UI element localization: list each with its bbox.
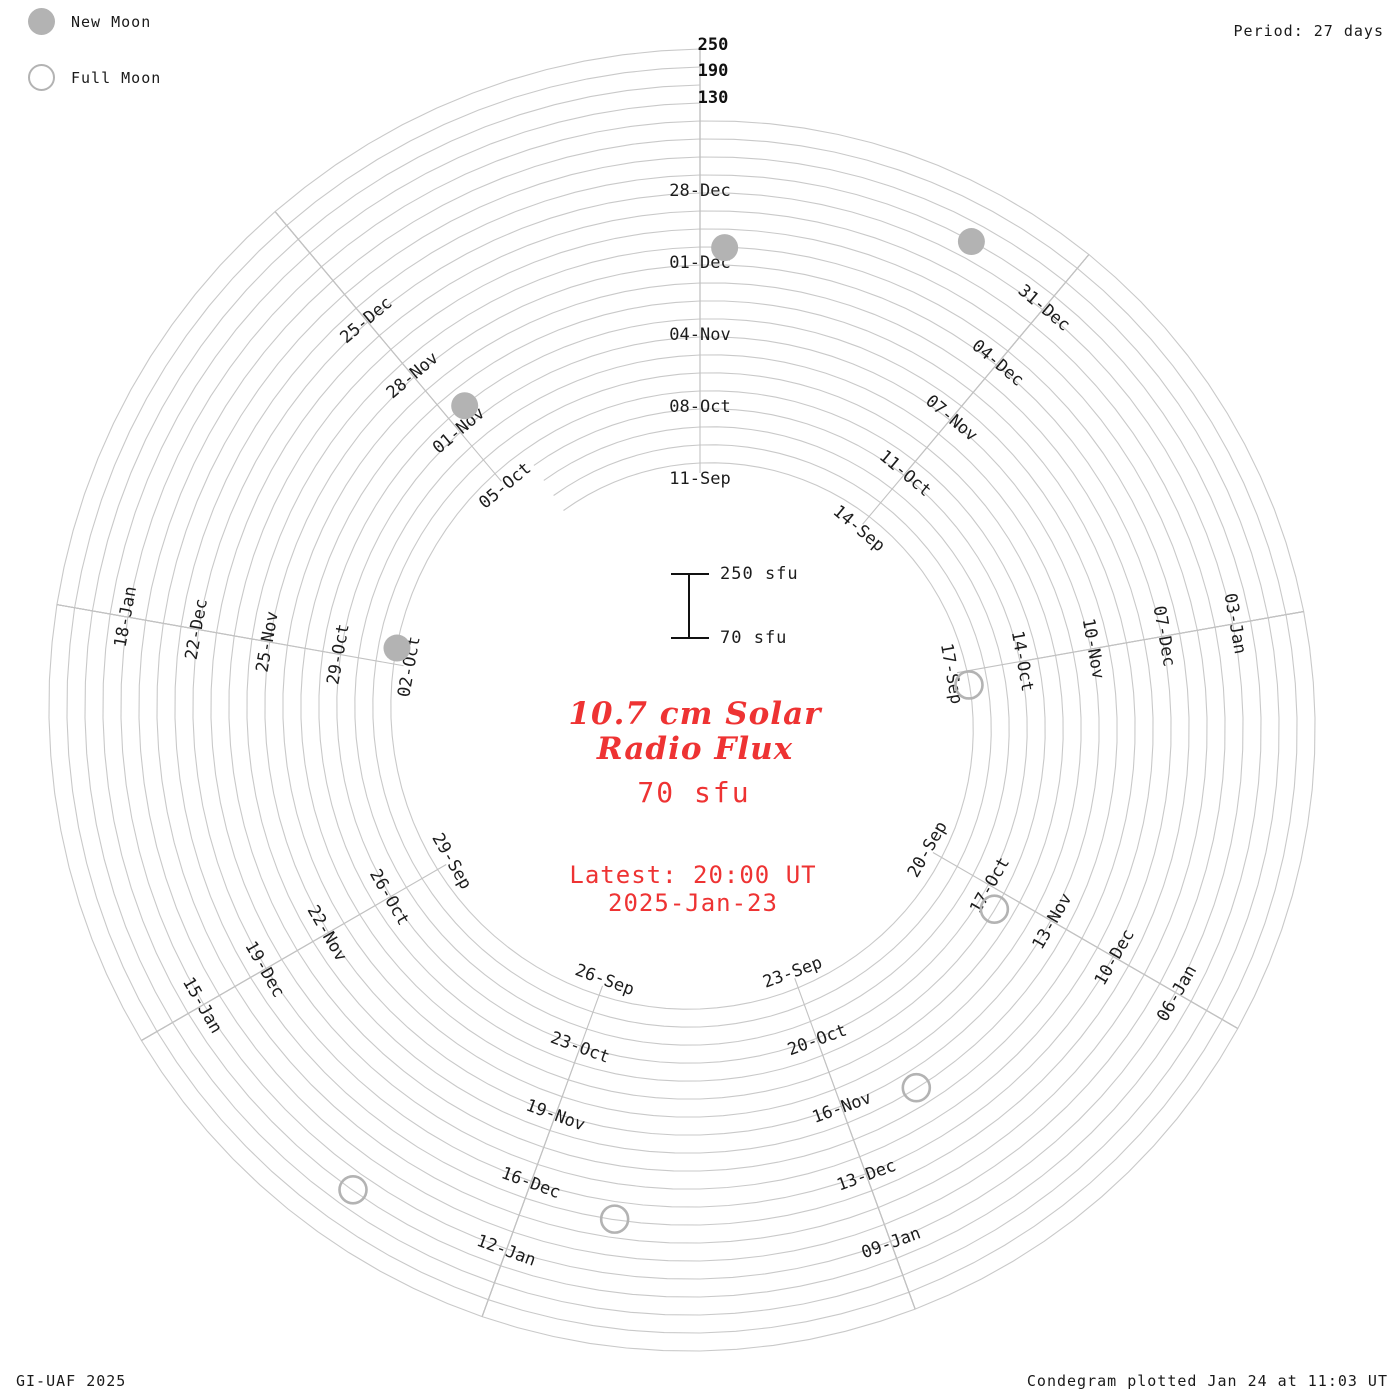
- chart-title-line2: Radio Flux: [596, 731, 794, 767]
- new-moon-marker-01-Dec: [711, 234, 739, 262]
- radial-gridline: [1047, 254, 1090, 304]
- new-moon-icon: [28, 8, 55, 35]
- radial-scale-130: 130: [697, 88, 729, 108]
- date-label-25-Dec: 25-Dec: [336, 293, 396, 348]
- date-label-29-Oct: 29-Oct: [323, 622, 353, 686]
- full-moon-marker-13-Jan: [338, 1175, 368, 1205]
- date-label-19-Dec: 19-Dec: [240, 938, 288, 1001]
- full-moon-marker-15-Nov: [901, 1072, 932, 1103]
- date-label-03-Jan: 03-Jan: [1220, 592, 1250, 656]
- new-moon-marker-30-Dec: [957, 228, 985, 256]
- date-label-26-Oct: 26-Oct: [365, 866, 413, 929]
- radial-scale-190: 190: [697, 61, 729, 81]
- date-label-22-Nov: 22-Nov: [303, 902, 351, 965]
- radial-gridline: [481, 1256, 505, 1317]
- date-label-01-Dec: 01-Dec: [669, 253, 730, 273]
- date-label-11-Oct: 11-Oct: [875, 446, 935, 501]
- current-flux-value: 70 sfu: [637, 776, 751, 809]
- date-label-29-Sep: 29-Sep: [427, 830, 475, 893]
- radial-gridline: [1240, 611, 1304, 624]
- scalebar-max-label: 250 sfu: [720, 564, 799, 584]
- date-label-20-Oct: 20-Oct: [785, 1020, 850, 1060]
- date-label-25-Nov: 25-Nov: [252, 610, 282, 674]
- latest-date: 2025-Jan-23: [608, 889, 778, 917]
- credit-label: GI-UAF 2025: [16, 1372, 127, 1390]
- radial-scale-250: 250: [697, 35, 729, 55]
- new-moon-marker-01-Nov: [451, 392, 479, 420]
- full-moon-marker-17-Oct: [979, 894, 1010, 924]
- date-label-11-Sep: 11-Sep: [669, 469, 730, 489]
- full-moon-icon: [28, 64, 55, 91]
- date-label-08-Oct: 08-Oct: [669, 397, 730, 417]
- date-label-04-Nov: 04-Nov: [669, 325, 730, 345]
- radial-gridline: [1182, 996, 1239, 1029]
- date-label-10-Dec: 10-Dec: [1091, 926, 1139, 989]
- latest-time: Latest: 20:00 UT: [569, 861, 817, 889]
- full-moon-marker-17-Sep: [954, 670, 984, 700]
- date-label-10-Nov: 10-Nov: [1078, 617, 1108, 681]
- date-label-28-Nov: 28-Nov: [383, 348, 443, 403]
- date-label-06-Jan: 06-Jan: [1153, 962, 1201, 1025]
- flux-scalebar-icon: [671, 573, 709, 639]
- full-moon-marker-15-Dec: [599, 1204, 630, 1234]
- date-label-26-Sep: 26-Sep: [572, 960, 637, 1000]
- flux-gridline-190: [66, 66, 1298, 1334]
- date-label-05-Oct: 05-Oct: [475, 458, 535, 513]
- period-label: Period: 27 days: [1233, 22, 1384, 40]
- date-label-13-Nov: 13-Nov: [1028, 890, 1076, 953]
- flux-gridline-250: [48, 48, 1316, 1352]
- date-label-31-Dec: 31-Dec: [1014, 281, 1074, 336]
- radial-gridline: [56, 604, 121, 617]
- date-label-09-Jan: 09-Jan: [859, 1223, 924, 1263]
- scalebar-min-label: 70 sfu: [720, 628, 788, 648]
- radial-gridline: [892, 1248, 916, 1310]
- latest-reading: Latest: 20:00 UT 2025-Jan-23: [569, 861, 816, 917]
- date-label-04-Dec: 04-Dec: [968, 336, 1028, 391]
- chart-title: 10.7 cm Solar Radio Flux: [568, 697, 821, 767]
- chart-title-line1: 10.7 cm Solar: [568, 696, 822, 732]
- new-moon-marker-02-Oct: [383, 634, 411, 662]
- radial-gridline: [141, 1008, 198, 1041]
- date-label-16-Nov: 16-Nov: [810, 1088, 875, 1128]
- date-label-23-Sep: 23-Sep: [760, 953, 825, 993]
- radial-gridline: [274, 211, 317, 262]
- date-label-07-Dec: 07-Dec: [1149, 604, 1179, 668]
- date-label-18-Jan: 18-Jan: [111, 585, 141, 649]
- date-label-28-Dec: 28-Dec: [669, 181, 730, 201]
- date-label-07-Nov: 07-Nov: [921, 391, 981, 446]
- plotted-label: Condegram plotted Jan 24 at 11:03 UT: [1026, 1372, 1388, 1390]
- legend-new-moon-label: New Moon: [71, 12, 152, 31]
- date-label-20-Sep: 20-Sep: [904, 818, 952, 881]
- date-label-22-Dec: 22-Dec: [182, 597, 212, 661]
- date-label-13-Dec: 13-Dec: [834, 1156, 899, 1196]
- date-label-15-Jan: 15-Jan: [178, 974, 226, 1037]
- legend-new-moon: New Moon: [28, 8, 151, 35]
- flux-gridline-70: [102, 102, 1262, 1298]
- legend-full-moon-label: Full Moon: [71, 68, 162, 87]
- legend-full-moon: Full Moon: [28, 64, 161, 91]
- flux-gridline-130: [84, 84, 1280, 1316]
